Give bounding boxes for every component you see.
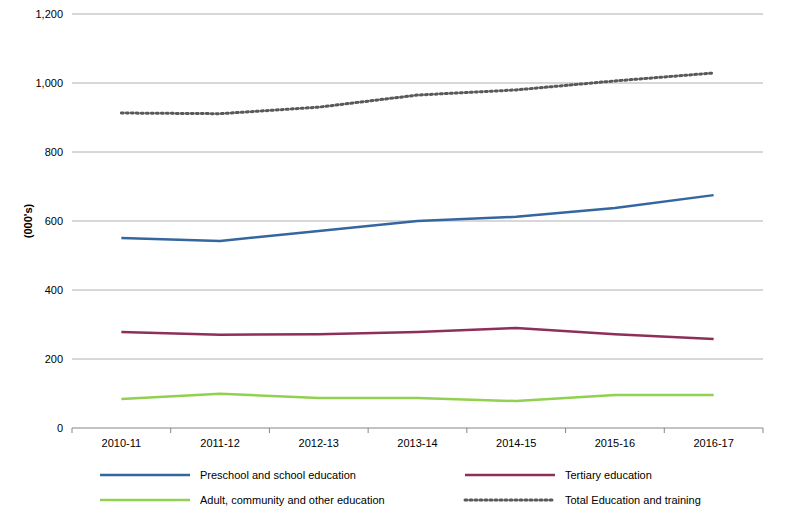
legend-label: Total Education and training <box>565 494 701 506</box>
x-tick <box>466 428 467 433</box>
legend-swatch <box>465 474 555 477</box>
grid-line <box>72 152 763 153</box>
chart: 0 200 400 600 800 1,000 1,200 2010-11 2011-12 201… <box>0 0 794 529</box>
series-line <box>121 73 713 114</box>
legend-swatch <box>100 499 190 502</box>
x-tick <box>170 428 171 433</box>
grid-line <box>72 14 763 15</box>
y-tick-label: 1,000 <box>35 77 63 89</box>
series-line <box>121 394 713 401</box>
x-tick <box>565 428 566 433</box>
x-tick <box>368 428 369 433</box>
legend-label: Preschool and school education <box>200 469 356 481</box>
series-line <box>121 328 713 339</box>
grid-line <box>72 359 763 360</box>
grid-line <box>72 428 763 429</box>
legend-label: Tertiary education <box>565 469 652 481</box>
y-tick-label: 800 <box>45 146 63 158</box>
y-tick-label: 1,200 <box>35 8 63 20</box>
x-tick <box>72 428 73 433</box>
x-tick-label: 2015-16 <box>595 437 635 449</box>
x-tick-label: 2014-15 <box>496 437 536 449</box>
x-tick-label: 2012-13 <box>299 437 339 449</box>
y-axis-label: (000's) <box>22 203 34 238</box>
legend-swatch <box>465 499 555 502</box>
legend-label: Adult, community and other education <box>200 494 385 506</box>
x-tick <box>664 428 665 433</box>
y-tick-label: 0 <box>57 422 63 434</box>
plot-area <box>121 73 713 401</box>
x-tick <box>763 428 764 433</box>
x-tick-label: 2013-14 <box>397 437 437 449</box>
x-tick-label: 2011-12 <box>200 437 240 449</box>
y-tick-label: 400 <box>45 284 63 296</box>
grid-line <box>72 290 763 291</box>
x-tick-label: 2010-11 <box>102 437 142 449</box>
y-tick-label: 200 <box>45 353 63 365</box>
grid-line <box>72 83 763 84</box>
legend-swatch <box>100 474 190 477</box>
y-tick-label: 600 <box>45 215 63 227</box>
series-line <box>121 195 713 241</box>
x-tick <box>269 428 270 433</box>
x-tick-label: 2016-17 <box>693 437 733 449</box>
